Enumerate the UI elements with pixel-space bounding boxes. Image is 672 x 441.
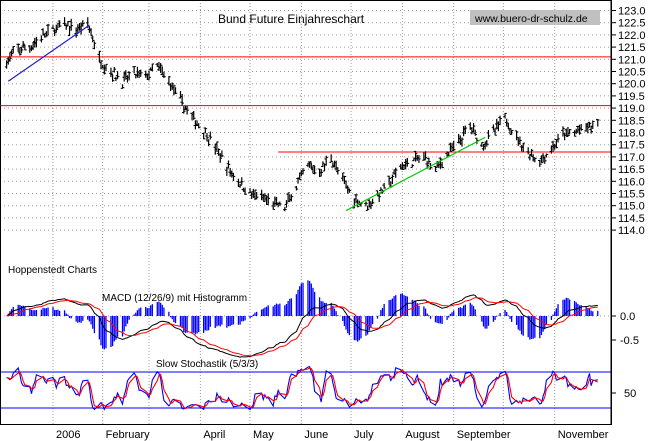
stochastic-d-line [6,367,599,410]
y-tick-label: 114.0 [618,225,645,237]
resistance-lines [0,56,611,153]
macd-signal-line [6,297,598,357]
x-tick-label: June [304,429,328,441]
macd-y-tick-label: 0.0 [620,311,635,323]
y-tick-label: 120.0 [618,79,646,91]
trend-line [7,24,90,82]
trend-line [345,136,486,212]
y-tick-label: 117.5 [618,140,645,152]
x-tick-label: August [405,429,439,441]
y-tick-label: 118.5 [618,115,645,127]
price-bars [4,17,600,212]
macd-title: MACD (12/26/9) mit Histogramm [102,293,247,304]
x-tick-label: November [558,429,609,441]
chart-title: Bund Future Einjahreschart [218,12,365,26]
x-tick-label: April [203,429,225,441]
x-axis-labels: 2006 February April May June July August Septem… [56,429,609,441]
y-tick-label: 119.5 [618,91,645,103]
provider-label: Hoppenstedt Charts [8,265,97,276]
stochastic-title: Slow Stochastik (5/3/3) [156,359,258,370]
y-tick-label: 120.5 [618,67,646,79]
y-tick-label: 117.0 [618,152,645,164]
y-tick-label: 119.0 [618,103,645,115]
y-tick-label: 118.0 [618,128,645,140]
y-tick-label: 115.0 [618,201,645,213]
macd-panel [0,280,611,358]
macd-y-tick-label: -0.5 [620,335,639,347]
y-tick-label: 114.5 [618,213,645,225]
y-tick-label: 115.5 [618,189,645,201]
x-tick-label: 2006 [56,429,80,441]
x-tick-label: July [354,429,374,441]
stochastic-panel [0,365,611,411]
source-label: www.buero-dr-schulz.de [474,13,588,25]
y-tick-label: 121.5 [618,42,646,54]
stochastic-k-line [6,365,598,411]
trend-lines [7,24,486,212]
y-tick-label: 116.5 [618,164,645,176]
stochastic-y-tick-label: 50 [624,388,636,400]
y-tick-label: 121.0 [618,54,646,66]
y-tick-label: 122.0 [618,30,646,42]
y-tick-label: 122.5 [618,18,646,30]
y-tick-label: 123.0 [618,6,646,18]
x-tick-label: May [253,429,274,441]
x-tick-label: February [106,429,151,441]
source-label-bg [470,10,600,25]
y-tick-label: 116.0 [618,176,645,188]
x-tick-label: September [457,429,511,441]
